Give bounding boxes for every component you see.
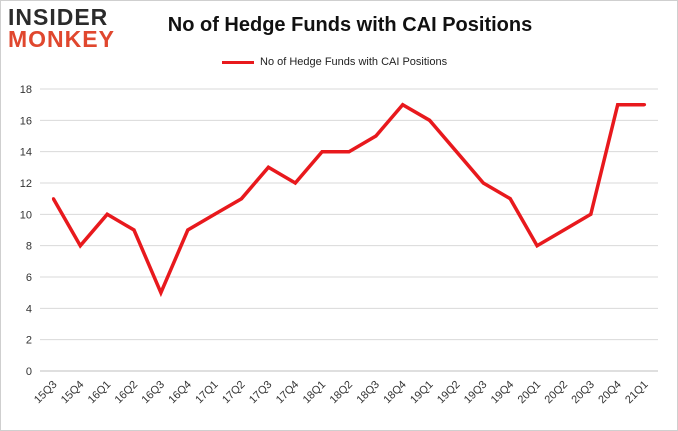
insider-monkey-logo: INSIDER MONKEY: [8, 6, 128, 56]
data-point: [374, 134, 378, 138]
y-tick-label: 12: [20, 178, 32, 190]
data-point: [562, 228, 566, 232]
x-tick-label: 20Q3: [569, 379, 597, 407]
data-point: [213, 212, 217, 216]
data-point: [535, 244, 539, 248]
y-tick-label: 18: [20, 84, 32, 96]
data-point: [347, 150, 351, 154]
data-point: [266, 165, 270, 169]
x-tick-label: 17Q4: [274, 379, 302, 407]
chart-legend: No of Hedge Funds with CAI Positions: [222, 54, 447, 70]
data-point: [240, 197, 244, 201]
x-tick-label: 20Q4: [596, 379, 624, 407]
data-point: [454, 150, 458, 154]
data-point: [481, 181, 485, 185]
x-tick-label: 21Q1: [623, 379, 651, 407]
x-tick-label: 17Q3: [247, 379, 275, 407]
data-point: [616, 103, 620, 107]
x-tick-label: 16Q1: [86, 379, 114, 407]
x-tick-label: 20Q2: [543, 379, 571, 407]
x-tick-label: 20Q1: [516, 379, 544, 407]
x-tick-label: 19Q4: [489, 379, 517, 407]
data-point: [132, 228, 136, 232]
y-tick-label: 8: [26, 241, 32, 253]
logo-line-1: INSIDER: [8, 4, 109, 30]
chart-title: No of Hedge Funds with CAI Positions: [167, 14, 533, 36]
y-tick-label: 14: [20, 147, 32, 159]
x-tick-label: 17Q1: [193, 379, 221, 407]
data-point: [508, 197, 512, 201]
data-point: [589, 212, 593, 216]
x-tick-label: 18Q2: [328, 379, 356, 407]
y-tick-label: 16: [20, 115, 32, 127]
x-tick-label: 19Q3: [462, 379, 490, 407]
y-tick-label: 6: [26, 272, 32, 284]
y-tick-label: 0: [26, 366, 32, 378]
x-tick-label: 18Q4: [381, 379, 409, 407]
data-point: [78, 244, 82, 248]
x-tick-label: 16Q2: [113, 379, 141, 407]
data-point: [186, 228, 190, 232]
x-tick-label: 19Q2: [435, 379, 463, 407]
x-tick-label: 18Q1: [301, 379, 329, 407]
logo-line-2: MONKEY: [8, 26, 115, 52]
data-point: [320, 150, 324, 154]
x-tick-label: 16Q4: [166, 379, 194, 407]
y-tick-label: 4: [26, 303, 32, 315]
data-point: [105, 212, 109, 216]
x-tick-label: 15Q4: [59, 379, 87, 407]
data-point: [643, 103, 647, 107]
x-tick-label: 17Q2: [220, 379, 248, 407]
data-point: [159, 291, 163, 295]
x-tick-label: 19Q1: [408, 379, 436, 407]
y-tick-label: 2: [26, 335, 32, 347]
x-tick-label: 18Q3: [354, 379, 382, 407]
data-point: [293, 181, 297, 185]
legend-label: No of Hedge Funds with CAI Positions: [260, 56, 448, 68]
legend-swatch: [222, 60, 254, 64]
data-point: [428, 118, 432, 122]
y-tick-label: 10: [20, 209, 32, 221]
x-tick-label: 16Q3: [140, 379, 168, 407]
data-point: [401, 103, 405, 107]
series-line: [51, 102, 645, 298]
x-tick-label: 15Q3: [32, 379, 60, 407]
data-point: [51, 197, 55, 201]
